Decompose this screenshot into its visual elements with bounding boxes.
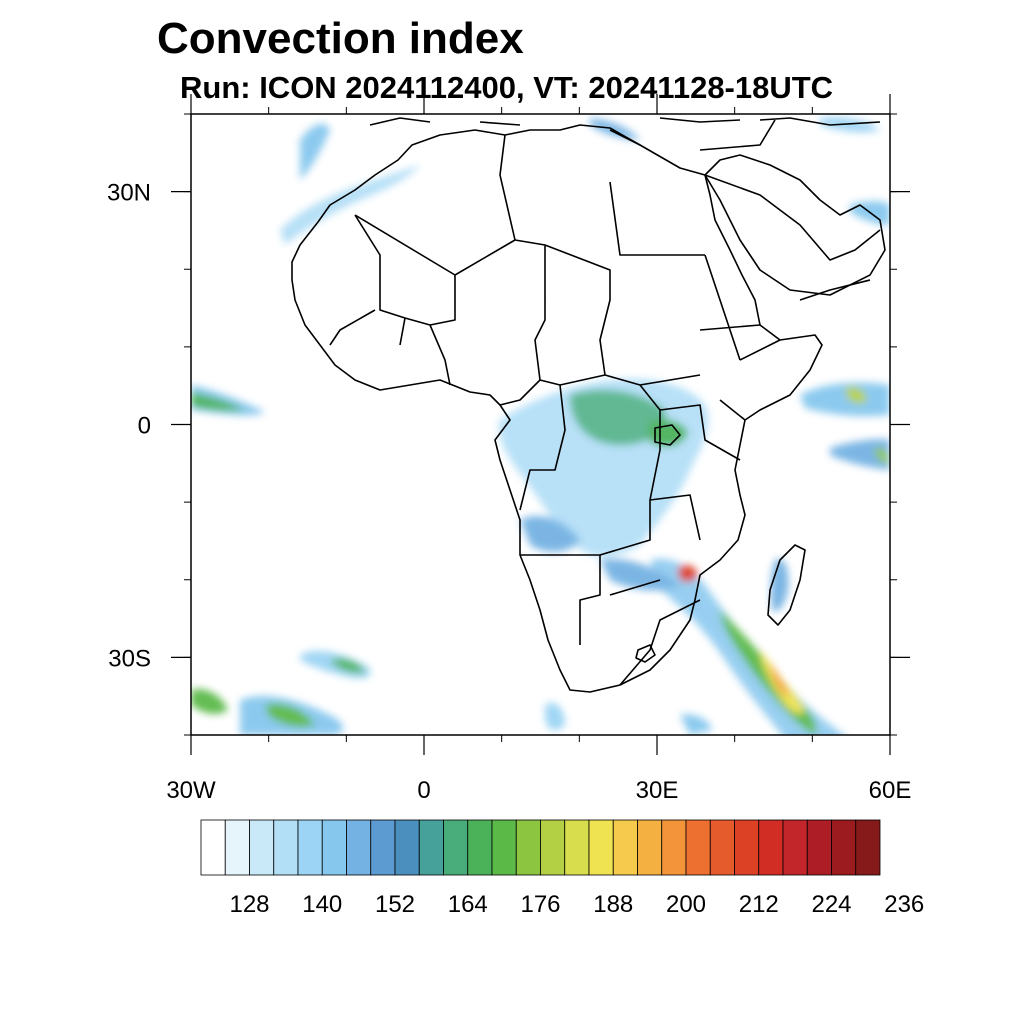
colorbar-swatch: [855, 819, 881, 876]
colorbar-swatch: [200, 819, 226, 876]
page-subtitle: Run: ICON 2024112400, VT: 20241128-18UTC: [180, 70, 834, 105]
colorbar-swatch: [637, 819, 663, 876]
colorbar-swatch: [394, 819, 420, 876]
colorbar-swatch: [831, 819, 857, 876]
colorbar-swatch: [734, 819, 760, 876]
colorbar-label: 176: [520, 891, 560, 918]
colorbar-swatch: [540, 819, 566, 876]
arabian-peninsula: [704, 154, 886, 296]
x-tick-label: 60E: [869, 777, 912, 804]
colorbar-swatch: [588, 819, 614, 876]
colorbar: 128 140 152 164 176 188 200 212 224 236: [200, 819, 924, 918]
colorbar-swatch: [758, 819, 784, 876]
colorbar-label: 152: [375, 891, 415, 918]
convection-area-indian-ocean-east: [800, 382, 890, 417]
colorbar-swatch: [224, 819, 250, 876]
colorbar-swatch: [709, 819, 735, 876]
colorbar-swatch: [612, 819, 638, 876]
lesotho: [635, 644, 656, 663]
colorbar-swatch: [249, 819, 275, 876]
madagascar: [767, 544, 806, 626]
x-tick-label: 0: [417, 777, 430, 804]
y-tick-label: 30N: [107, 180, 151, 207]
convection-area-lake-victoria: [648, 419, 688, 447]
colorbar-label: 200: [666, 891, 706, 918]
colorbar-swatch: [685, 819, 711, 876]
colorbar-swatch: [418, 819, 444, 876]
country-borders: [329, 119, 881, 686]
colorbar-swatch: [370, 819, 396, 876]
colorbar-swatch: [443, 819, 469, 876]
colorbar-swatch: [564, 819, 590, 876]
colorbar-swatch: [346, 819, 372, 876]
colorbar-swatch: [467, 819, 493, 876]
convection-area-north-africa-coast: [280, 165, 420, 245]
africa-outline: [291, 124, 823, 693]
x-tick-label: 30E: [636, 777, 679, 804]
x-tick-label: 30W: [166, 777, 216, 804]
convection-field: [191, 117, 890, 735]
mediterranean-coast: [369, 117, 881, 126]
y-tick-label: 0: [138, 413, 151, 440]
colorbar-swatch: [515, 819, 541, 876]
colorbar-swatch: [661, 819, 687, 876]
colorbar-swatch: [297, 819, 323, 876]
colorbar-label: 128: [229, 891, 269, 918]
colorbar-swatch: [782, 819, 808, 876]
colorbar-label: 140: [302, 891, 342, 918]
convection-area-mozambique-core: [678, 565, 698, 582]
map-axes: 30W 0 30E 60E 30N 0 30S: [107, 94, 911, 804]
colorbar-swatch: [321, 819, 347, 876]
colorbar-label: 224: [811, 891, 851, 918]
colorbar-label: 236: [884, 891, 924, 918]
colorbar-label: 188: [593, 891, 633, 918]
lake-victoria: [654, 424, 681, 446]
page-title: Convection index: [157, 14, 524, 63]
colorbar-swatch: [806, 819, 832, 876]
colorbar-label: 212: [739, 891, 779, 918]
y-tick-label: 30S: [108, 645, 151, 672]
colorbar-swatch: [273, 819, 299, 876]
coastlines-borders: [291, 117, 886, 693]
colorbar-label: 164: [448, 891, 488, 918]
colorbar-swatch: [491, 819, 517, 876]
